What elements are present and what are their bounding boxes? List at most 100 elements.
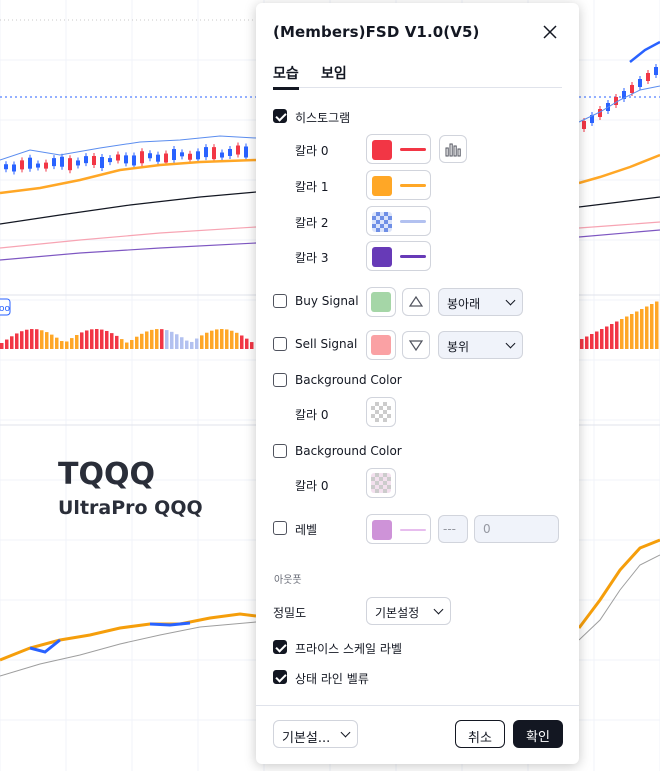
sell-location-value: 봉위 xyxy=(447,340,470,354)
histogram-bar xyxy=(245,338,249,349)
histogram-bar xyxy=(595,331,599,349)
candle-body xyxy=(180,152,184,157)
histogram-label: 히스토그램 xyxy=(295,111,351,125)
color-2-label: 칼라 2 xyxy=(295,216,329,230)
level-swatch xyxy=(372,520,392,540)
level-line-style-button[interactable]: --- xyxy=(438,515,468,543)
ma-black-right xyxy=(578,196,660,208)
histogram-bar xyxy=(25,329,29,349)
candle-body xyxy=(116,154,120,161)
level-color-picker[interactable] xyxy=(366,514,431,544)
candle-body xyxy=(622,91,626,99)
histogram-bar xyxy=(590,334,594,349)
price-scale-label-checkbox[interactable] xyxy=(273,640,287,654)
trend-blue-right xyxy=(629,40,660,63)
color-0-picker[interactable] xyxy=(366,134,431,164)
histogram-bar xyxy=(650,304,654,349)
candle-body xyxy=(20,160,24,170)
histogram-bar xyxy=(605,326,609,349)
histogram-bar xyxy=(20,331,24,349)
ma-blue-left xyxy=(0,135,257,161)
footer-divider xyxy=(256,705,579,706)
histogram-bar xyxy=(205,332,209,349)
candle-body xyxy=(44,162,48,169)
level-value-input[interactable]: 0 xyxy=(474,515,559,543)
histogram-bars xyxy=(0,301,659,349)
indicator-settings-dialog: (Members)FSD V1.0(V5) 모습 보임 히스토그램 칼라 0 칼… xyxy=(256,3,579,764)
background-color-2-label: Background Color xyxy=(295,444,402,458)
buy-location-select[interactable]: 봉아래 xyxy=(438,288,523,316)
background-color-2-picker[interactable] xyxy=(366,468,396,498)
color-1-picker[interactable] xyxy=(366,170,431,200)
cancel-button[interactable]: 취소 xyxy=(455,720,505,748)
defaults-label: 기본설... xyxy=(282,731,331,746)
histogram-bar xyxy=(0,343,4,349)
buy-location-value: 봉아래 xyxy=(447,297,481,311)
sell-signal-checkbox[interactable] xyxy=(273,337,287,351)
tab-visibility[interactable]: 보임 xyxy=(321,66,347,82)
buy-signal-checkbox[interactable] xyxy=(273,294,287,308)
histogram-checkbox[interactable] xyxy=(273,109,287,123)
histogram-bar xyxy=(140,333,144,349)
level-checkbox[interactable] xyxy=(273,521,287,535)
histogram-bar xyxy=(185,340,189,349)
histogram-bar xyxy=(620,319,624,349)
buy-shape-button[interactable] xyxy=(402,288,430,316)
chevron-down-icon xyxy=(340,727,351,738)
candle-body xyxy=(148,153,152,159)
histogram-bar xyxy=(55,337,59,349)
logo-subtitle: UltraPro QQQ xyxy=(58,497,203,519)
candle-body xyxy=(4,164,8,170)
histogram-bar xyxy=(150,329,154,349)
plot-style-button[interactable] xyxy=(439,135,467,163)
candle-body xyxy=(92,155,96,165)
histogram-bar xyxy=(180,337,184,349)
status-line-values-checkbox[interactable] xyxy=(273,670,287,684)
sell-signal-color-picker[interactable] xyxy=(366,330,396,360)
sell-location-select[interactable]: 봉위 xyxy=(438,331,523,359)
color-3-picker[interactable] xyxy=(366,241,431,271)
candle-body xyxy=(188,153,192,160)
background-color-1-picker[interactable] xyxy=(366,397,396,427)
candle-body xyxy=(164,153,168,163)
ok-button[interactable]: 확인 xyxy=(513,720,563,748)
tab-style[interactable]: 모습 xyxy=(273,63,299,90)
background-color-2-checkbox[interactable] xyxy=(273,444,287,458)
color-2-picker[interactable] xyxy=(366,206,431,236)
sell-shape-button[interactable] xyxy=(402,331,430,359)
candle-body xyxy=(236,145,240,155)
buy-signal-color-picker[interactable] xyxy=(366,287,396,317)
status-line-values-text: 상태 라인 벨류 xyxy=(295,672,369,686)
candle-body xyxy=(244,146,248,158)
close-button[interactable] xyxy=(540,22,560,42)
histogram-bar xyxy=(60,341,64,349)
candle-body xyxy=(614,97,618,105)
histogram-bar xyxy=(170,331,174,349)
histogram-bar xyxy=(655,301,659,349)
histogram-bar xyxy=(155,329,159,349)
sell-signal-label: Sell Signal xyxy=(295,337,358,351)
legend-badge: oo xyxy=(0,304,11,314)
osc-gray-right xyxy=(578,554,660,641)
histogram-bar xyxy=(215,329,219,349)
candle-body xyxy=(12,164,16,172)
buy-signal-label: Buy Signal xyxy=(295,294,359,308)
color-0-line-preview xyxy=(400,148,426,151)
outputs-section-label: 아웃풋 xyxy=(274,575,302,586)
candle-body xyxy=(52,158,56,167)
level-line-preview xyxy=(400,529,426,531)
ok-label: 확인 xyxy=(526,730,550,745)
defaults-dropdown[interactable]: 기본설... xyxy=(273,720,358,748)
background-color-1-checkbox[interactable] xyxy=(273,373,287,387)
histogram-bar xyxy=(615,321,619,349)
candle-body xyxy=(100,157,104,169)
background-color-2-color-label: 칼라 0 xyxy=(295,479,329,493)
histogram-bar xyxy=(105,330,109,349)
histogram-bar xyxy=(45,332,49,349)
candle-body xyxy=(124,155,128,164)
histogram-bar xyxy=(75,334,79,349)
ma-pink-right xyxy=(578,221,660,229)
histogram-bar xyxy=(240,335,244,349)
precision-select[interactable]: 기본설정 xyxy=(366,597,451,625)
candle-body xyxy=(132,155,136,166)
